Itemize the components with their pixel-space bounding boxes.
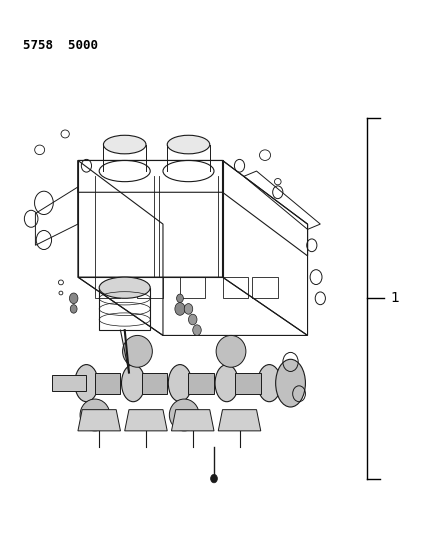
Circle shape [175,303,185,316]
Circle shape [69,293,78,304]
Text: 5758  5000: 5758 5000 [23,38,98,52]
Ellipse shape [80,399,110,431]
Polygon shape [235,373,261,394]
Ellipse shape [167,135,210,154]
Polygon shape [78,410,120,431]
Circle shape [193,325,201,335]
Ellipse shape [258,365,281,402]
Ellipse shape [75,365,98,402]
Polygon shape [95,373,120,394]
Ellipse shape [122,365,145,402]
Ellipse shape [216,335,246,367]
Circle shape [184,304,193,314]
Circle shape [70,305,77,313]
Ellipse shape [99,277,150,298]
Ellipse shape [215,365,238,402]
Circle shape [188,314,197,325]
Ellipse shape [122,335,152,367]
Polygon shape [218,410,261,431]
Text: 1: 1 [390,292,399,305]
Circle shape [211,474,217,483]
Polygon shape [52,375,86,391]
Polygon shape [125,410,167,431]
Circle shape [177,294,183,303]
Ellipse shape [276,359,306,407]
Polygon shape [142,373,167,394]
Polygon shape [172,410,214,431]
Polygon shape [188,373,214,394]
Ellipse shape [104,135,146,154]
Ellipse shape [168,365,192,402]
Ellipse shape [169,399,199,431]
